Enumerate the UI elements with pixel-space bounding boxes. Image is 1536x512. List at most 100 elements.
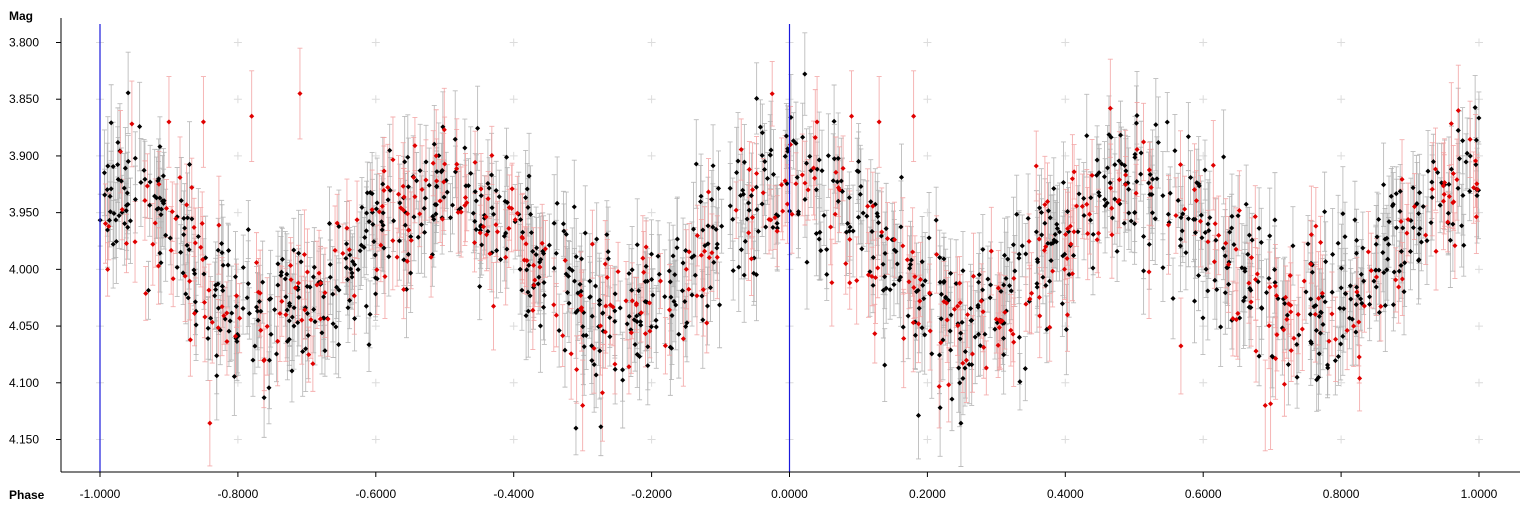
data-point	[245, 281, 251, 287]
data-point	[938, 291, 944, 297]
grid-cross	[1475, 322, 1483, 331]
data-point	[1268, 401, 1274, 407]
grid-cross	[509, 322, 518, 331]
data-point	[727, 203, 733, 209]
data-point	[880, 261, 886, 267]
data-point	[184, 202, 190, 208]
data-point	[1294, 374, 1300, 380]
data-point	[1452, 243, 1458, 249]
data-point	[1428, 220, 1434, 226]
data-point	[587, 294, 593, 300]
data-point	[1192, 298, 1198, 304]
data-point	[178, 249, 184, 255]
data-point	[759, 130, 765, 136]
data-point	[643, 263, 649, 269]
data-point	[351, 293, 357, 299]
data-point	[1269, 353, 1275, 359]
data-point	[1274, 332, 1280, 338]
data-point	[1440, 198, 1447, 204]
data-point	[101, 170, 107, 176]
x-tick-label: -0.4000	[493, 487, 534, 501]
data-point	[1105, 165, 1111, 171]
data-point	[553, 312, 559, 318]
data-point	[562, 257, 568, 263]
data-point	[1109, 205, 1115, 211]
x-tick-label: -1.0000	[80, 487, 121, 501]
data-point	[1222, 253, 1228, 259]
data-point	[1056, 229, 1063, 235]
data-point	[594, 236, 600, 242]
data-point	[551, 265, 557, 271]
data-point	[740, 191, 746, 197]
data-point	[1390, 201, 1396, 207]
data-point	[298, 259, 304, 265]
data-point	[1222, 290, 1228, 296]
data-point	[1340, 211, 1346, 217]
data-point	[325, 316, 331, 322]
data-point	[1249, 237, 1255, 243]
data-point	[465, 183, 472, 189]
data-point	[1374, 234, 1380, 240]
data-point	[434, 169, 440, 175]
data-point	[571, 204, 577, 210]
data-point	[1233, 317, 1239, 323]
grid-cross	[233, 38, 242, 47]
data-point	[620, 367, 626, 373]
data-point	[191, 267, 197, 273]
data-point	[1385, 256, 1391, 262]
data-point	[1212, 221, 1218, 227]
data-point	[560, 221, 566, 227]
data-point	[1418, 239, 1424, 245]
data-point	[1354, 237, 1360, 243]
data-point	[125, 158, 131, 164]
data-point	[215, 247, 221, 253]
data-point	[831, 118, 837, 124]
data-point	[1267, 284, 1273, 290]
data-point	[1420, 203, 1426, 210]
data-point	[604, 274, 610, 280]
data-point	[596, 298, 602, 304]
data-point	[1410, 225, 1416, 231]
data-point	[1450, 221, 1456, 227]
data-point	[206, 287, 212, 293]
data-point	[405, 184, 411, 190]
data-point	[119, 207, 125, 213]
data-point	[209, 319, 215, 325]
data-point	[727, 185, 733, 191]
data-point	[1202, 230, 1208, 236]
data-point	[348, 266, 354, 272]
data-point	[704, 303, 711, 309]
data-point	[408, 237, 414, 243]
data-point	[864, 213, 870, 219]
data-point	[1415, 258, 1422, 264]
data-point	[252, 343, 258, 349]
data-point	[860, 210, 866, 216]
data-point	[1133, 120, 1139, 126]
data-point	[830, 178, 836, 184]
data-point	[156, 176, 162, 182]
x-tick-label: -0.6000	[355, 487, 396, 501]
data-point	[719, 223, 725, 229]
data-point	[1435, 169, 1441, 176]
data-point	[1396, 284, 1402, 290]
data-point	[941, 279, 947, 286]
data-point	[398, 205, 404, 211]
data-point	[1165, 211, 1171, 217]
data-point	[442, 161, 448, 167]
data-point	[1445, 219, 1451, 225]
data-point	[201, 299, 208, 305]
data-point	[110, 163, 116, 170]
data-point	[673, 302, 679, 308]
data-point	[1340, 333, 1346, 339]
data-point	[1448, 166, 1455, 172]
data-point	[929, 351, 935, 357]
data-point	[1205, 288, 1211, 294]
data-point	[412, 194, 418, 200]
data-point	[189, 184, 195, 191]
data-point	[1045, 240, 1051, 246]
data-point	[355, 267, 361, 273]
data-point	[177, 174, 183, 181]
data-point	[1461, 242, 1467, 248]
data-point	[1253, 348, 1259, 354]
data-point	[303, 346, 309, 352]
